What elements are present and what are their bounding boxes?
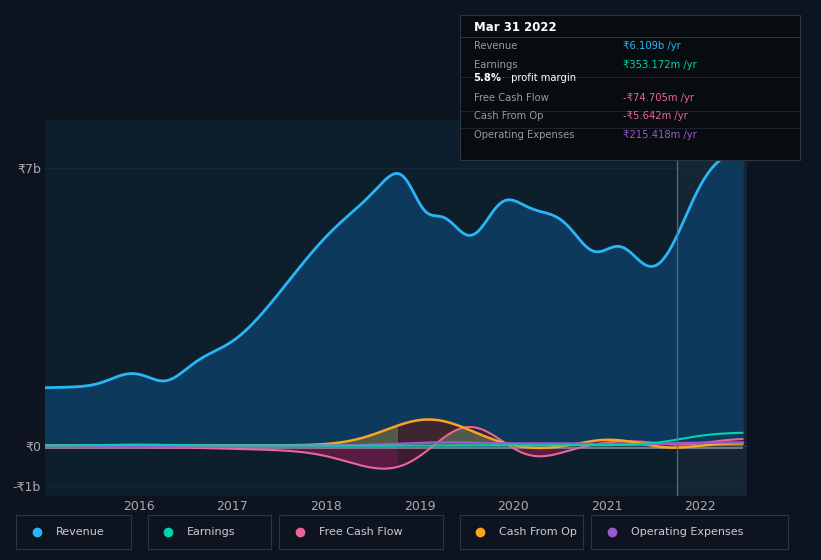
Text: Revenue: Revenue	[474, 41, 517, 51]
Text: Revenue: Revenue	[56, 527, 104, 537]
Text: Free Cash Flow: Free Cash Flow	[319, 527, 402, 537]
Text: Cash From Op: Cash From Op	[474, 111, 543, 121]
Text: Earnings: Earnings	[187, 527, 236, 537]
Text: ₹6.109b /yr: ₹6.109b /yr	[623, 41, 681, 51]
Text: -₹5.642m /yr: -₹5.642m /yr	[623, 111, 688, 121]
Text: Earnings: Earnings	[474, 60, 517, 70]
Text: Operating Expenses: Operating Expenses	[474, 129, 574, 139]
Text: Free Cash Flow: Free Cash Flow	[474, 94, 548, 103]
Text: Operating Expenses: Operating Expenses	[631, 527, 743, 537]
Text: ₹215.418m /yr: ₹215.418m /yr	[623, 129, 697, 139]
Text: ₹353.172m /yr: ₹353.172m /yr	[623, 60, 697, 70]
Text: profit margin: profit margin	[507, 73, 576, 83]
Text: -₹74.705m /yr: -₹74.705m /yr	[623, 94, 695, 103]
Text: Mar 31 2022: Mar 31 2022	[474, 21, 556, 34]
Bar	[677, 120, 747, 496]
Text: Cash From Op: Cash From Op	[499, 527, 577, 537]
Text: 5.8%: 5.8%	[474, 73, 502, 83]
